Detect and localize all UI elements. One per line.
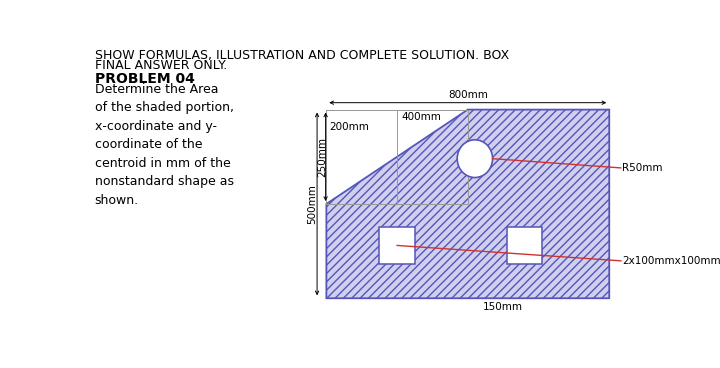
Text: 400mm: 400mm	[401, 112, 441, 122]
Text: Determine the Area
of the shaded portion,
x-coordinate and y-
coordinate of the
: Determine the Area of the shaded portion…	[94, 83, 234, 207]
Text: 250mm: 250mm	[318, 137, 328, 177]
Text: 500mm: 500mm	[307, 184, 318, 224]
Text: 200mm: 200mm	[330, 122, 369, 132]
Bar	[507, 227, 542, 264]
Text: 800mm: 800mm	[448, 89, 487, 100]
Bar	[379, 227, 415, 264]
Text: PROBLEM 04: PROBLEM 04	[94, 72, 194, 86]
Text: FINAL ANSWER ONLY.: FINAL ANSWER ONLY.	[94, 59, 227, 72]
Text: SHOW FORMULAS, ILLUSTRATION AND COMPLETE SOLUTION. BOX: SHOW FORMULAS, ILLUSTRATION AND COMPLETE…	[94, 49, 509, 62]
Ellipse shape	[457, 140, 492, 177]
Polygon shape	[326, 110, 609, 298]
Text: 2x100mmx100mm: 2x100mmx100mm	[622, 256, 720, 266]
Text: R50mm: R50mm	[622, 163, 663, 173]
Text: 150mm: 150mm	[483, 302, 523, 312]
